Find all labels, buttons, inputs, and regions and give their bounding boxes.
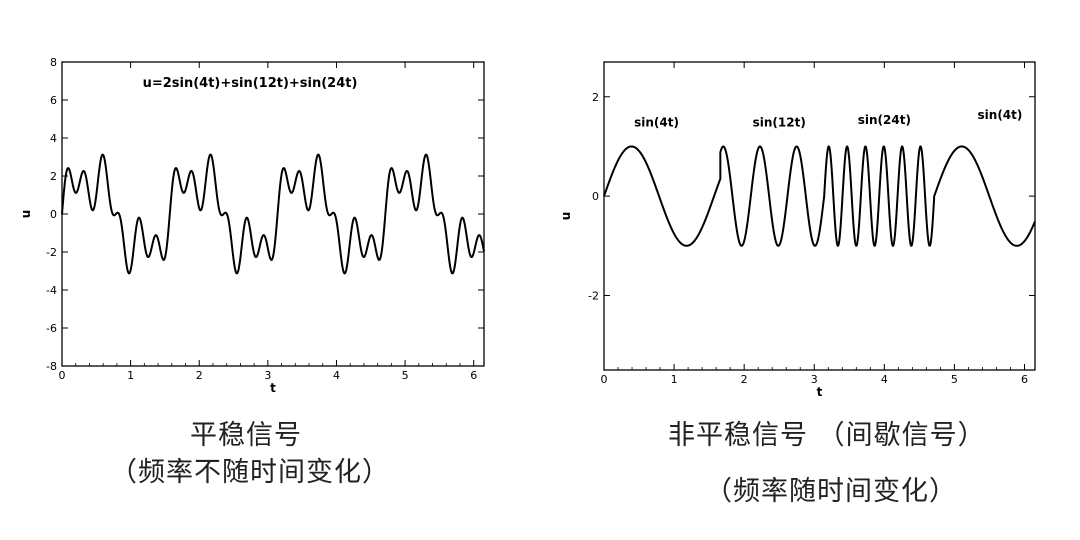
x-tick-label: 6 <box>470 369 477 382</box>
x-tick-label: 6 <box>1021 373 1028 386</box>
right-caption-subtitle: （频率随时间变化） <box>705 476 957 507</box>
x-tick-label: 5 <box>402 369 409 382</box>
segment-label: sin(4t) <box>978 108 1023 122</box>
y-tick-label: -2 <box>46 246 57 259</box>
segment-label: sin(4t) <box>634 116 679 130</box>
y-axis-label: u <box>559 212 573 221</box>
y-tick-label: 2 <box>50 170 57 183</box>
segment-label: sin(24t) <box>858 113 911 127</box>
x-tick-label: 3 <box>811 373 818 386</box>
plot-frame <box>603 61 1036 371</box>
segment-label: sin(12t) <box>753 116 806 130</box>
x-tick-label: 3 <box>264 369 271 382</box>
y-tick-label: -4 <box>46 284 57 297</box>
y-tick-label: 4 <box>50 132 57 145</box>
x-tick-label: 1 <box>671 373 678 386</box>
x-tick-label: 4 <box>333 369 340 382</box>
x-axis-label: t <box>270 381 276 395</box>
x-tick-label: 2 <box>741 373 748 386</box>
y-tick-label: 8 <box>50 56 57 69</box>
x-axis-label: t <box>817 385 823 399</box>
right-caption-title: 非平稳信号 （间歇信号） <box>668 420 986 451</box>
chart-2: 0 1 2 3 4 5 6 -2 0 2 t u sin(4t) sin(12t) sin(24t) sin(… <box>559 61 1036 399</box>
y-tick-label: 6 <box>50 94 57 107</box>
left-caption-subtitle: （频率不随时间变化） <box>110 457 390 488</box>
x-tick-label: 4 <box>881 373 888 386</box>
y-tick-label: -6 <box>46 322 57 335</box>
series-line <box>61 153 485 275</box>
chart-1: 0 1 2 3 4 5 6 -8 -6 -4 -2 0 2 4 6 8 t u u=2sin(4t)+sin(12t… <box>19 56 485 395</box>
y-tick-label: 0 <box>592 190 599 203</box>
series-line <box>603 145 1036 247</box>
x-tick-label: 0 <box>59 369 66 382</box>
x-tick-label: 2 <box>196 369 203 382</box>
plot-frame <box>61 61 485 367</box>
x-tick-label: 0 <box>601 373 608 386</box>
y-tick-label: 0 <box>50 208 57 221</box>
x-tick-label: 5 <box>951 373 958 386</box>
left-caption-title: 平稳信号 <box>190 420 302 451</box>
y-tick-label: 2 <box>592 91 599 104</box>
y-tick-label: -2 <box>588 289 599 302</box>
x-tick-label: 1 <box>127 369 134 382</box>
chart-title: u=2sin(4t)+sin(12t)+sin(24t) <box>143 76 358 91</box>
y-tick-label: -8 <box>46 360 57 373</box>
y-axis-label: u <box>19 210 33 219</box>
